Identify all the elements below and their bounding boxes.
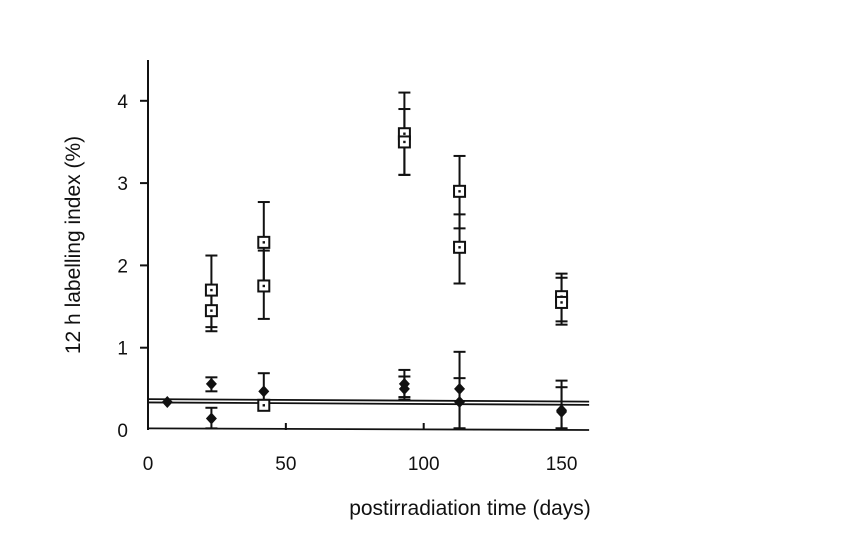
- open-square-marker-dot: [262, 241, 265, 244]
- y-ticks: 0 1 2 3 4: [117, 92, 148, 442]
- filled-diamond-marker: [258, 385, 270, 398]
- filled-diamond-marker: [454, 382, 466, 395]
- x-tick-label: 100: [408, 454, 440, 475]
- filled-diamond-marker: [454, 396, 466, 409]
- y-tick-label: 1: [117, 339, 128, 360]
- open-square-marker-dot: [458, 190, 461, 193]
- filled-diamond-marker: [556, 405, 568, 418]
- reference-line-0: [147, 398, 590, 403]
- x-tick-label: 50: [275, 454, 296, 475]
- x-axis-title: postirradiation time (days): [349, 497, 591, 520]
- y-tick-label: 0: [117, 421, 128, 442]
- y-tick-label: 2: [117, 256, 128, 277]
- open-square-marker-dot: [210, 309, 213, 312]
- open-square-marker-dot: [262, 284, 265, 288]
- open-square-marker-dot: [458, 246, 461, 249]
- x-tick-label: 150: [546, 454, 578, 475]
- open-square-marker-dot: [210, 288, 213, 292]
- error-bars: [205, 91, 568, 430]
- filled-diamond-marker: [398, 382, 410, 395]
- filled-diamond-marker: [161, 396, 173, 409]
- y-tick-label: 4: [117, 92, 128, 113]
- reference-line-1: [147, 401, 590, 406]
- y-tick-label: 3: [117, 174, 128, 195]
- reference-line-2: [147, 427, 590, 431]
- markers: [161, 127, 569, 425]
- y-axis-title: 12 h labelling index (%): [62, 136, 85, 354]
- filled-diamond-marker: [205, 377, 217, 390]
- open-square-marker-dot: [262, 404, 265, 407]
- filled-diamond-marker: [205, 412, 217, 425]
- open-square-marker-dot: [560, 301, 563, 304]
- open-square-marker-dot: [403, 132, 406, 135]
- open-square-marker-dot: [403, 140, 406, 144]
- x-ticks: 0 50 100 150: [143, 423, 578, 475]
- reference-lines: [147, 398, 590, 431]
- x-tick-label: 0: [143, 454, 154, 475]
